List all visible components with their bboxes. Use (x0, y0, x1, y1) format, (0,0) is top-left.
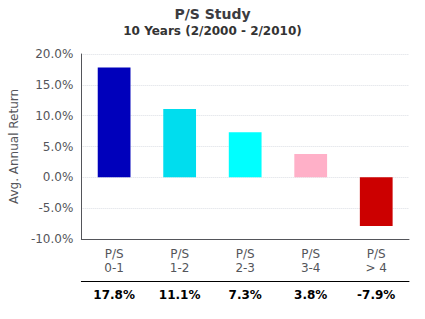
svg-text:P/S: P/S (170, 247, 189, 261)
svg-text:P/S: P/S (236, 247, 255, 261)
svg-text:11.1%: 11.1% (159, 288, 201, 302)
svg-text:P/S: P/S (105, 247, 124, 261)
svg-text:15.0%: 15.0% (35, 78, 73, 92)
svg-text:0.0%: 0.0% (43, 170, 74, 184)
svg-text:20.0%: 20.0% (35, 47, 73, 61)
svg-text:-5.0%: -5.0% (39, 201, 74, 215)
svg-text:P/S Study: P/S Study (174, 6, 250, 22)
svg-text:3-4: 3-4 (301, 261, 321, 275)
svg-text:3.8%: 3.8% (294, 288, 327, 302)
svg-text:-10.0%: -10.0% (31, 232, 73, 246)
svg-text:-7.9%: -7.9% (357, 288, 395, 302)
svg-text:P/S: P/S (301, 247, 320, 261)
svg-text:Avg. Annual Return: Avg. Annual Return (7, 89, 21, 204)
svg-text:7.3%: 7.3% (229, 288, 262, 302)
svg-text:5.0%: 5.0% (43, 140, 74, 154)
svg-text:> 4: > 4 (365, 261, 387, 275)
svg-text:1-2: 1-2 (170, 261, 190, 275)
svg-text:10 Years (2/2000 - 2/2010): 10 Years (2/2000 - 2/2010) (123, 24, 302, 38)
svg-text:17.8%: 17.8% (93, 288, 135, 302)
svg-text:0-1: 0-1 (104, 261, 124, 275)
svg-text:2-3: 2-3 (235, 261, 255, 275)
svg-text:10.0%: 10.0% (35, 109, 73, 123)
svg-text:P/S: P/S (367, 247, 386, 261)
